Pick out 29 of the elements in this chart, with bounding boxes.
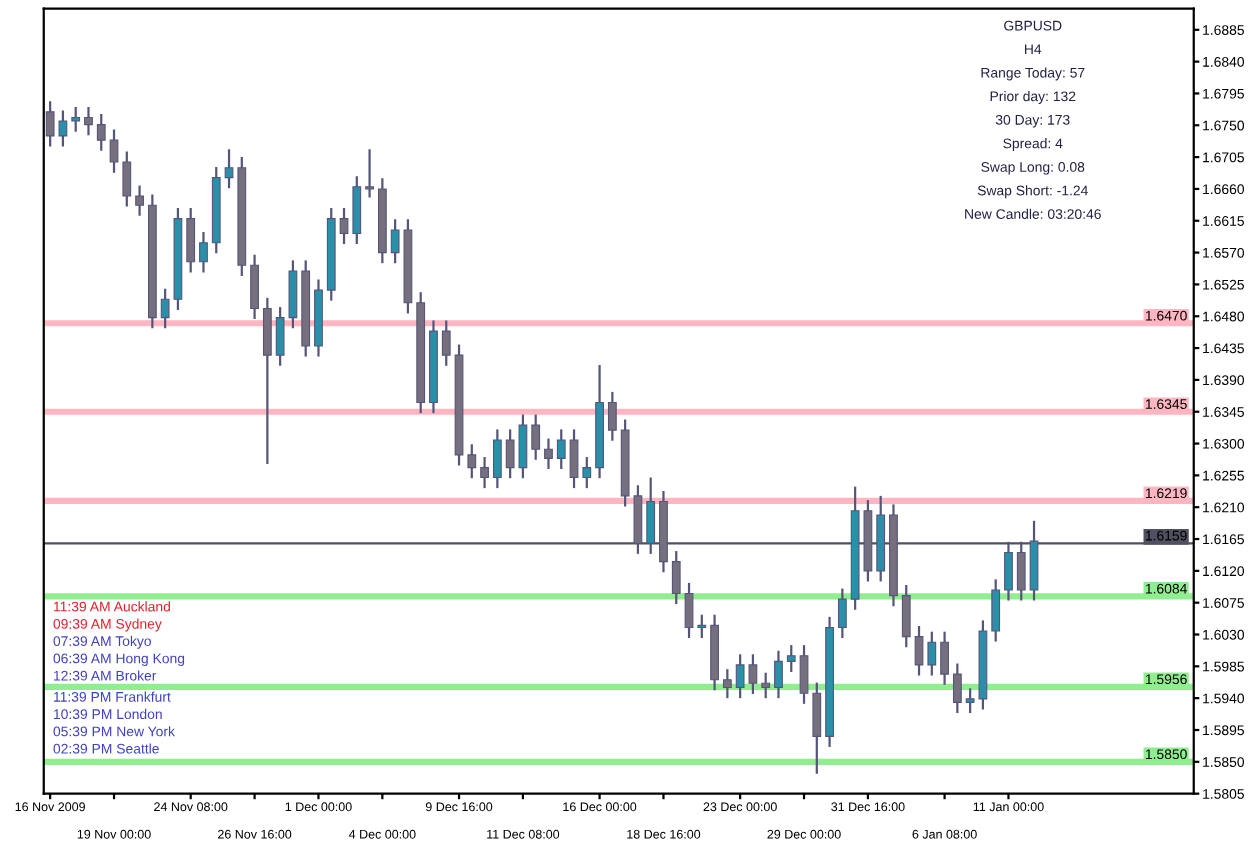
candlestick: [199, 230, 208, 274]
candlestick: [262, 296, 272, 466]
candlestick: [480, 455, 489, 490]
candlestick: [991, 578, 1001, 643]
candlestick: [646, 476, 656, 555]
candlestick: [441, 319, 451, 367]
candlestick: [761, 671, 771, 700]
candlestick: [186, 206, 196, 274]
candlestick: [901, 583, 911, 649]
candlestick: [722, 668, 732, 700]
candlestick: [544, 437, 553, 471]
candlestick: [250, 253, 259, 321]
candlestick: [774, 649, 783, 700]
candlestick: [952, 662, 962, 715]
candlestick: [365, 148, 374, 199]
candlestick: [84, 105, 93, 137]
candlestick: [786, 644, 796, 674]
candlestick: [1016, 540, 1026, 602]
candlestick: [492, 428, 502, 490]
candlestick: [607, 390, 617, 442]
candlestick: [940, 630, 949, 686]
candlestick: [135, 184, 144, 217]
candlestick: [71, 105, 81, 133]
candlestick: [556, 428, 566, 471]
candlestick: [531, 413, 541, 461]
candlestick: [837, 587, 847, 640]
candlestick: [1004, 540, 1013, 602]
candlestick: [96, 112, 106, 152]
candlestick: [671, 549, 681, 606]
